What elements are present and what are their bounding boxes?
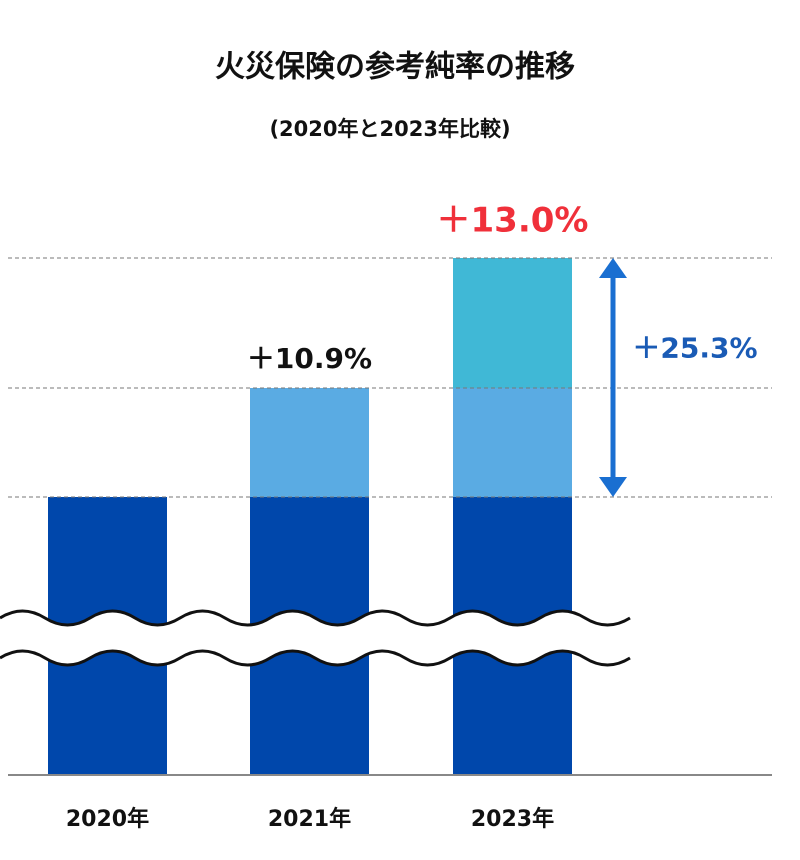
annotation-label: ＋25.3%	[632, 332, 757, 365]
bar-segment	[453, 258, 572, 388]
chart-subtitle: (2020年と2023年比較)	[269, 117, 510, 141]
bar-segment	[250, 388, 369, 497]
x-tick-label: 2023年	[471, 806, 554, 832]
value-label: ＋10.9%	[247, 342, 372, 375]
x-tick-label: 2020年	[66, 806, 149, 832]
arrow-head	[599, 477, 627, 497]
axis-break-line	[0, 609, 631, 627]
chart-title: 火災保険の参考純率の推移	[215, 50, 575, 85]
arrow-head	[599, 258, 627, 278]
x-tick-label: 2021年	[268, 806, 351, 832]
axis-break-line	[0, 649, 631, 667]
axis-break-band	[0, 611, 630, 665]
bar-segment	[453, 388, 572, 497]
value-label: ＋13.0%	[437, 201, 589, 241]
